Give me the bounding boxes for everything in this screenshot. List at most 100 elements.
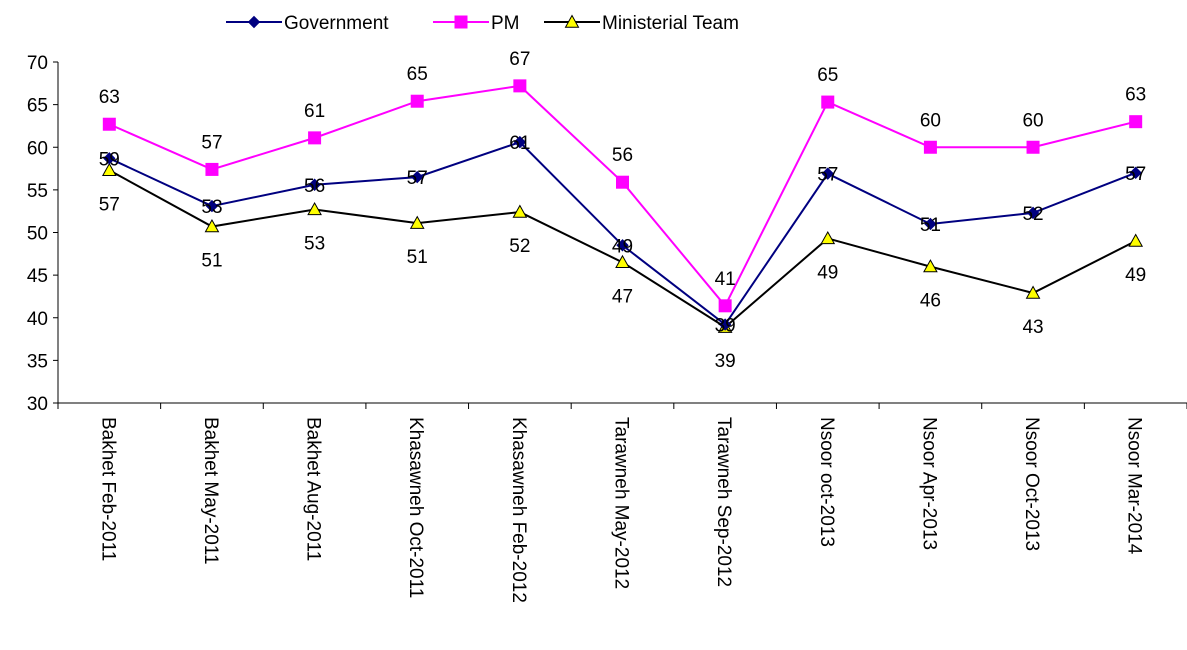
legend-label-ministerial-team: Ministerial Team: [602, 13, 739, 34]
x-tick-label: Nsoor Oct-2013: [1021, 417, 1042, 551]
pm-marker: [821, 95, 835, 109]
pm-data-label: 41: [715, 269, 736, 290]
y-tick-label: 30: [27, 394, 48, 415]
legend-marker-government: [247, 15, 261, 29]
pm-data-label: 65: [817, 65, 838, 86]
ministerial-team-data-label: 51: [201, 251, 222, 272]
pm-data-label: 57: [201, 132, 222, 153]
government-data-label: 49: [612, 236, 633, 257]
y-tick-label: 35: [27, 351, 48, 372]
ministerial-team-marker: [307, 201, 322, 216]
government-data-label: 61: [509, 133, 530, 154]
ministerial-team-data-label: 49: [1125, 265, 1146, 286]
government-marker: [1026, 206, 1040, 220]
legend-marker-ministerial-team: [564, 14, 580, 28]
government-data-label: 57: [1125, 164, 1146, 185]
government-data-label: 53: [201, 197, 222, 218]
pm-marker: [410, 94, 424, 108]
legend-label-pm: PM: [491, 13, 520, 34]
axes: 30 35 40 45 50 55 60 65 70 Bakhet Feb-2011 Bakhet …: [27, 53, 1187, 603]
government-marker: [513, 135, 527, 149]
pm-data-label: 60: [920, 110, 941, 131]
ministerial-team-marker: [512, 204, 528, 218]
data-labels: 59 53 56 57 61 49 39 57 51 52 57 63 57 61 65 67 56 41 65 60…: [99, 49, 1147, 372]
government-data-label: 59: [99, 149, 120, 170]
legend-label-government: Government: [284, 13, 389, 34]
pm-data-label: 63: [99, 87, 120, 108]
government-data-label: 56: [304, 176, 325, 197]
pm-data-label: 63: [1125, 85, 1146, 106]
ministerial-team-data-label: 39: [715, 351, 736, 372]
government-marker: [103, 152, 116, 165]
x-tick-label: Bakhet May-2011: [200, 417, 221, 565]
y-tick-label: 65: [27, 96, 48, 117]
pm-data-label: 60: [1022, 110, 1043, 131]
pm-data-label: 65: [407, 64, 428, 85]
ministerial-team-data-label: 43: [1022, 317, 1043, 338]
x-tick-label: Khasawneh Oct-2011: [405, 417, 426, 598]
ministerial-team-data-label: 53: [304, 233, 325, 254]
ministerial-team-marker: [1025, 285, 1041, 299]
x-tick-label: Bakhet Feb-2011: [97, 417, 118, 561]
pm-marker: [308, 131, 322, 145]
government-data-label: 52: [1022, 204, 1043, 225]
government-data-label: 51: [920, 215, 941, 236]
pm-data-label: 56: [612, 145, 633, 166]
government-data-label: 57: [817, 165, 838, 186]
ministerial-team-marker: [409, 215, 425, 229]
legend-item-pm: PM: [433, 13, 520, 34]
ministerial-team-data-label: 46: [920, 291, 941, 312]
ministerial-team-data-label: 49: [817, 262, 838, 283]
ministerial-team-data-label: 57: [99, 194, 120, 215]
ministerial-team-marker: [615, 254, 630, 269]
pm-data-label: 61: [304, 101, 325, 122]
pm-marker: [513, 79, 527, 93]
pm-marker: [205, 162, 219, 176]
y-tick-label: 40: [27, 309, 48, 330]
pm-marker: [616, 175, 629, 189]
government-marker: [308, 178, 321, 191]
government-marker: [205, 199, 219, 213]
legend-item-government: Government: [226, 13, 389, 34]
government-marker: [616, 239, 629, 252]
pm-marker: [923, 140, 937, 154]
government-data-label: 39: [715, 316, 736, 337]
ministerial-team-data-label: 47: [612, 286, 633, 307]
y-tick-label: 45: [27, 266, 48, 287]
government-marker: [924, 217, 937, 231]
government-data-label: 57: [407, 168, 428, 189]
government-marker: [718, 318, 732, 331]
x-tick-label: Bakhet Aug-2011: [303, 417, 324, 561]
x-tick-label: Nsoor Mar-2014: [1124, 417, 1145, 555]
pm-marker: [1026, 140, 1040, 154]
legend-item-ministerial-team: Ministerial Team: [544, 13, 739, 34]
pm-data-label: 67: [509, 49, 530, 70]
government-marker: [1129, 166, 1142, 180]
ministerial-team-marker: [923, 259, 938, 273]
ministerial-team-marker: [101, 162, 117, 176]
ministerial-team-data-label: 52: [509, 236, 530, 257]
pm-marker: [718, 299, 732, 313]
series-pm: [102, 79, 1143, 313]
x-tick-label: Tarawneh Sep-2012: [713, 417, 734, 587]
series-layer: [101, 79, 1144, 333]
y-tick-label: 60: [27, 138, 48, 159]
government-marker: [821, 167, 834, 180]
pm-marker: [1129, 115, 1143, 129]
legend-marker-pm: [454, 15, 468, 29]
y-tick-label: 70: [27, 53, 48, 74]
ministerial-team-data-label: 51: [407, 247, 428, 268]
x-tick-label: Nsoor Apr-2013: [918, 417, 939, 550]
series-government: [103, 135, 1142, 331]
x-tick-label: Khasawneh Feb-2012: [508, 417, 529, 603]
government-marker: [411, 170, 424, 184]
y-tick-label: 50: [27, 224, 48, 245]
x-tick-label: Nsoor oct-2013: [816, 417, 837, 547]
ministerial-team-marker: [204, 219, 220, 233]
y-tick-label: 55: [27, 181, 48, 202]
legend: Government PM Ministerial Team: [226, 13, 739, 34]
x-tick-label: Tarawneh May-2012: [611, 417, 632, 589]
pm-marker: [102, 117, 116, 131]
ministerial-team-marker: [1128, 233, 1144, 247]
